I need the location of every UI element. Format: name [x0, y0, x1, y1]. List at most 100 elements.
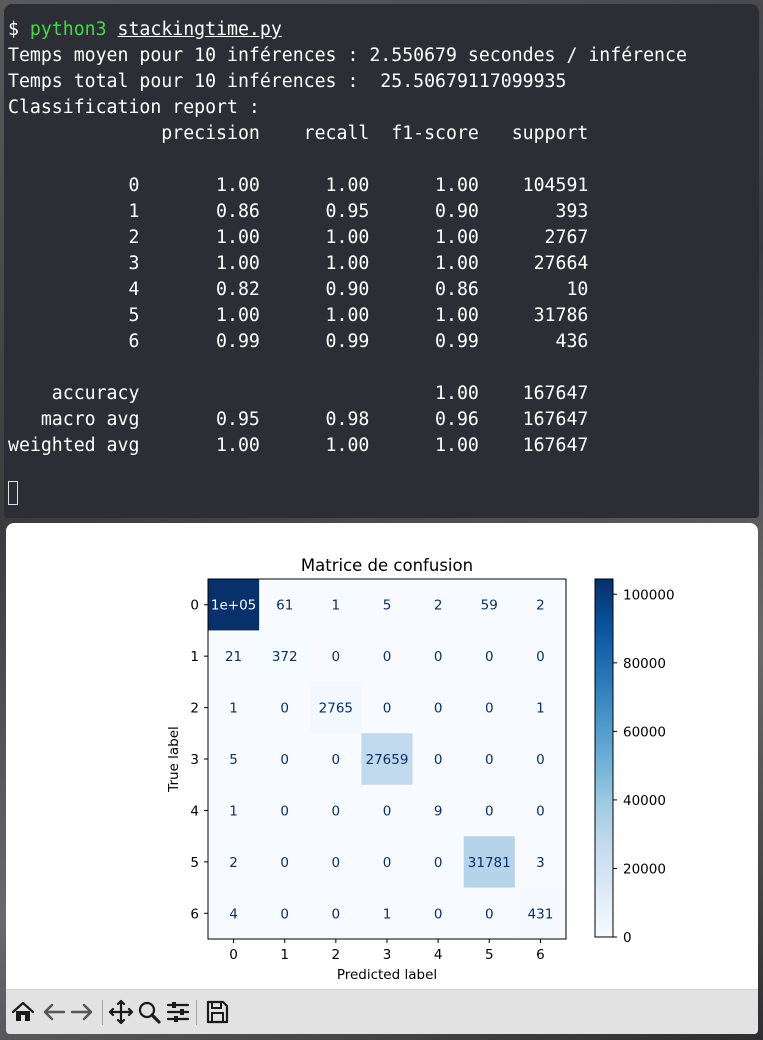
colorbar-tick-label: 100000 — [623, 587, 675, 603]
heatmap-cell — [361, 784, 414, 837]
terminal-output-line: Temps total pour 10 inférences : 25.5067… — [8, 71, 567, 92]
heatmap-cell — [259, 630, 311, 683]
cell-value-label: 27659 — [366, 752, 409, 768]
cell-value-label: 0 — [332, 803, 341, 819]
cell-value-label: 1 — [229, 701, 238, 717]
terminal-output-line: 2 1.00 1.00 1.00 2767 — [8, 227, 589, 248]
y-tick-label: 1 — [190, 649, 199, 665]
heatmap-cell — [259, 681, 311, 734]
y-tick-label: 2 — [190, 701, 199, 717]
terminal-output-line: 6 0.99 0.99 0.99 436 — [8, 331, 589, 352]
heatmap-cell — [412, 681, 465, 734]
terminal-output-line: 3 1.00 1.00 1.00 27664 — [8, 253, 589, 274]
heatmap-cell — [310, 784, 363, 837]
terminal-window[interactable]: $ python3 stackingtime.py Temps moyen po… — [4, 4, 759, 518]
heatmap-cell — [361, 681, 414, 734]
heatmap-cell — [514, 579, 567, 632]
configure-subplots-icon[interactable] — [165, 999, 191, 1025]
heatmap-cell — [310, 836, 363, 889]
cell-value-label: 0 — [280, 906, 289, 922]
cell-value-label: 0 — [485, 701, 494, 717]
cell-value-label: 0 — [280, 752, 289, 768]
save-floppy-icon[interactable] — [204, 999, 230, 1025]
x-tick-label: 1 — [280, 947, 289, 963]
heatmap-cell — [514, 836, 567, 889]
navigation-toolbar — [6, 989, 758, 1034]
cell-value-label: 372 — [272, 649, 298, 665]
heatmap-cell — [463, 630, 516, 683]
back-arrow-icon[interactable] — [41, 999, 67, 1025]
heatmap-cell — [208, 887, 260, 940]
heatmap-cell — [208, 579, 260, 632]
heatmap-cell — [310, 733, 363, 786]
cell-value-label: 0 — [383, 803, 392, 819]
cell-value-label: 2765 — [319, 701, 353, 717]
cell-value-label: 0 — [434, 752, 443, 768]
heatmap-cell — [310, 579, 363, 632]
x-tick-label: 6 — [536, 947, 545, 963]
heatmap-cell — [208, 784, 260, 837]
cell-value-label: 0 — [485, 752, 494, 768]
cell-value-label: 0 — [434, 855, 443, 871]
cell-value-label: 61 — [276, 598, 293, 614]
x-tick-label: 5 — [485, 947, 494, 963]
heatmap-cell — [412, 887, 465, 940]
cell-value-label: 0 — [280, 701, 289, 717]
cell-value-label: 4 — [229, 906, 238, 922]
terminal-output-line: Classification report : — [8, 97, 260, 118]
cell-value-label: 0 — [332, 649, 341, 665]
cell-value-label: 0 — [485, 649, 494, 665]
matplotlib-figure-window[interactable]: Matrice de confusion 1e+05 61 1 5 2 59 2 21 372 0 0… — [6, 523, 758, 1034]
cell-value-label: 0 — [485, 906, 494, 922]
terminal-output-line: macro avg 0.95 0.98 0.96 167647 — [8, 409, 589, 430]
pan-move-icon[interactable] — [108, 999, 134, 1025]
command-name: python3 — [29, 19, 107, 40]
cell-value-label: 3 — [536, 855, 545, 871]
heatmap-cell — [259, 579, 311, 632]
terminal-cursor — [8, 481, 18, 505]
heatmap-cell — [361, 733, 414, 786]
cell-value-label: 2 — [434, 598, 443, 614]
forward-arrow-icon[interactable] — [69, 999, 95, 1025]
heatmap-cell — [208, 733, 260, 786]
zoom-magnifier-icon[interactable] — [136, 999, 162, 1025]
colorbar — [594, 578, 614, 938]
heatmap-cell — [463, 733, 516, 786]
x-axis-label: Predicted label — [337, 967, 437, 983]
colorbar-tick-label: 20000 — [623, 861, 666, 877]
heatmap-cell — [259, 887, 311, 940]
y-tick-label: 5 — [190, 855, 199, 871]
command-argument: stackingtime.py — [117, 19, 282, 40]
cell-value-label: 1 — [383, 906, 392, 922]
heatmap-cell — [463, 681, 516, 734]
y-tick-label: 3 — [190, 752, 199, 768]
cell-value-label: 1 — [332, 598, 341, 614]
heatmap-cell — [514, 784, 567, 837]
heatmap-cell — [361, 836, 414, 889]
heatmap-cell — [412, 630, 465, 683]
terminal-output-line: Temps moyen pour 10 inférences : 2.55067… — [8, 45, 687, 66]
cell-value-label: 0 — [280, 855, 289, 871]
cell-value-label: 0 — [383, 701, 392, 717]
cell-value-label: 59 — [481, 598, 498, 614]
heatmap-cell — [310, 630, 363, 683]
terminal-output-line: weighted avg 1.00 1.00 1.00 167647 — [8, 435, 589, 456]
heatmap-cell — [463, 836, 516, 889]
colorbar-tick-label: 60000 — [623, 724, 666, 740]
heatmap-cell — [259, 733, 311, 786]
heatmap-cell — [361, 887, 414, 940]
home-icon[interactable] — [10, 999, 36, 1025]
cell-value-label: 5 — [383, 598, 392, 614]
cell-value-label: 0 — [332, 752, 341, 768]
cell-value-label: 2 — [229, 855, 238, 871]
x-tick-label: 4 — [434, 947, 443, 963]
cell-value-label: 0 — [536, 752, 545, 768]
heatmap-cell — [208, 630, 260, 683]
cell-value-label: 0 — [383, 649, 392, 665]
toolbar-separator — [196, 1000, 197, 1025]
cell-value-label: 0 — [383, 855, 392, 871]
cell-value-label: 0 — [332, 855, 341, 871]
heatmap-cell — [259, 784, 311, 837]
terminal-output-line: 5 1.00 1.00 1.00 31786 — [8, 305, 589, 326]
y-tick-label: 4 — [190, 803, 199, 819]
